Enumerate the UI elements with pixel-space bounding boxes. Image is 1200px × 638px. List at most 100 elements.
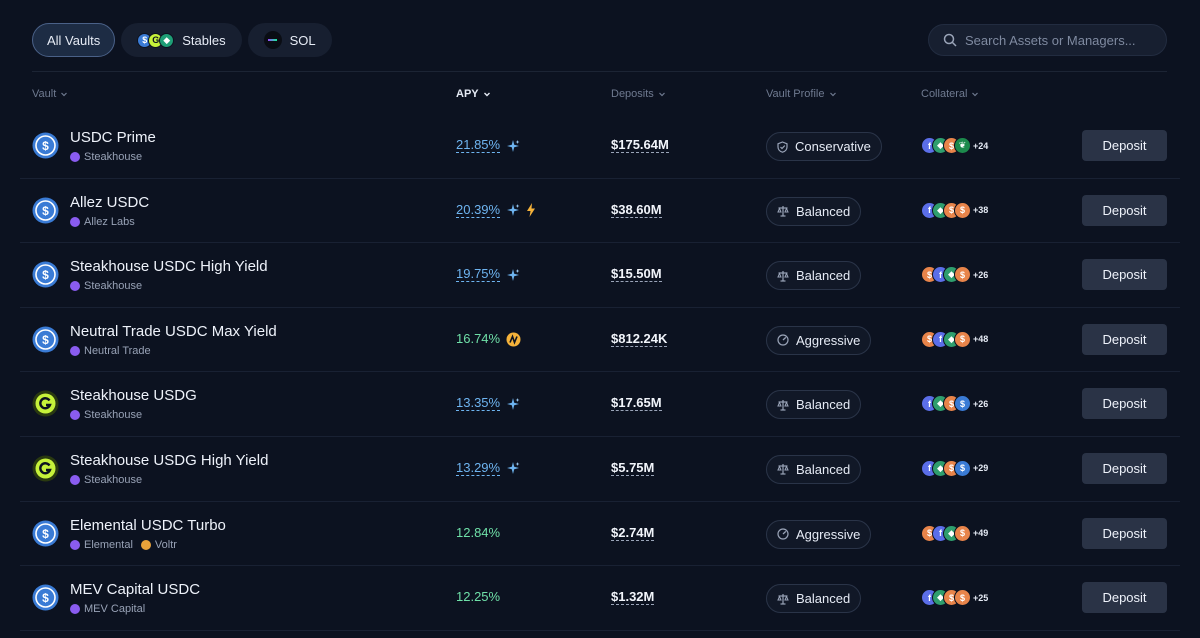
deposits-value[interactable]: $1.32M xyxy=(611,589,655,606)
filter-sol[interactable]: SOL xyxy=(247,23,332,57)
collateral-token-icon: $ xyxy=(954,459,971,477)
collateral-more-count: +49 xyxy=(973,528,989,539)
filter-stables-label: Stables xyxy=(182,32,226,48)
collateral-stack[interactable]: $ f ◆ $ +48 xyxy=(921,330,988,348)
chevron-down-icon xyxy=(972,92,979,97)
vault-manager: Neutral Trade xyxy=(70,345,151,357)
vault-profile-label: Aggressive xyxy=(796,332,861,348)
collateral-more-count: +24 xyxy=(973,140,989,151)
column-header-profile[interactable]: Vault Profile xyxy=(766,88,837,100)
collateral-stack[interactable]: f ◆ $ $ +29 xyxy=(921,459,988,477)
vault-manager: Allez Labs xyxy=(70,216,135,228)
filter-all-vaults[interactable]: All Vaults xyxy=(32,23,116,57)
table-row[interactable]: $ Steakhouse USDC High Yield Steakhouse 19.… xyxy=(20,243,1180,308)
svg-text:$: $ xyxy=(42,204,49,218)
apy-cell[interactable]: 20.39% xyxy=(456,202,536,218)
column-header-vault[interactable]: Vault xyxy=(32,88,68,100)
apy-cell[interactable]: 19.75% xyxy=(456,267,520,283)
table-row[interactable]: $ MEV Capital USDC MEV Capital 12.25% $1.32M… xyxy=(20,566,1180,631)
deposits-value[interactable]: $2.74M xyxy=(611,524,655,541)
column-header-apy[interactable]: APY xyxy=(456,88,491,100)
filter-stables[interactable]: $ G ◆ Stables xyxy=(121,23,242,57)
deposit-button[interactable]: Deposit xyxy=(1082,130,1167,161)
sparkle-icon xyxy=(506,461,520,475)
scale-icon xyxy=(777,593,789,605)
deposits-value[interactable]: $812.24K xyxy=(611,330,668,347)
vault-name[interactable]: Steakhouse USDC High Yield xyxy=(70,258,268,276)
apy-cell[interactable]: 21.85% xyxy=(456,138,520,153)
deposit-button[interactable]: Deposit xyxy=(1082,388,1167,420)
table-row[interactable]: $ Elemental USDC Turbo Elemental Voltr 12.84… xyxy=(20,502,1180,567)
usdc-icon: $ xyxy=(32,584,59,611)
vault-name[interactable]: Elemental USDC Turbo xyxy=(70,516,226,534)
search-input[interactable] xyxy=(965,32,1155,48)
deposit-button[interactable]: Deposit xyxy=(1082,517,1167,549)
column-header-collateral[interactable]: Collateral xyxy=(921,88,979,100)
sparkle-icon xyxy=(506,203,520,217)
filter-all-vaults-label: All Vaults xyxy=(47,32,101,48)
vault-profile-badge: Aggressive xyxy=(766,325,872,355)
apy-value: 16.74% xyxy=(456,331,501,347)
deposits-value[interactable]: $38.60M xyxy=(611,201,662,218)
vault-name[interactable]: Allez USDC xyxy=(70,193,150,211)
vault-profile-badge: Conservative xyxy=(766,132,882,161)
vault-profile-badge: Balanced xyxy=(766,454,862,484)
vault-name[interactable]: Neutral Trade USDC Max Yield xyxy=(70,322,277,340)
usdc-icon: $ xyxy=(32,197,59,224)
search-icon xyxy=(943,33,957,47)
apy-cell[interactable]: 12.84% xyxy=(456,525,500,540)
table-row[interactable]: $ Neutral Trade USDC Max Yield Neutral Tra… xyxy=(20,308,1180,373)
table-row[interactable]: $ USDC Prime Steakhouse 21.85% $175.64M Conse… xyxy=(20,114,1180,179)
deposits-value[interactable]: $175.64M xyxy=(611,137,669,153)
vault-manager: Steakhouse xyxy=(70,151,142,163)
usdc-icon: $ xyxy=(32,261,59,288)
vault-name[interactable]: Steakhouse USDG High Yield xyxy=(70,451,269,469)
manager-logo-icon xyxy=(70,281,80,292)
deposit-button[interactable]: Deposit xyxy=(1082,582,1167,614)
table-row[interactable]: Steakhouse USDG Steakhouse 13.35% $17.65M Ba… xyxy=(20,372,1180,437)
apy-cell[interactable]: 12.25% xyxy=(456,590,500,604)
svg-text:$: $ xyxy=(42,527,49,541)
vault-table-body: $ USDC Prime Steakhouse 21.85% $175.64M Conse… xyxy=(20,114,1180,631)
search-box[interactable] xyxy=(928,24,1167,56)
apy-value: 13.35% xyxy=(456,395,501,412)
column-header-deposits[interactable]: Deposits xyxy=(611,88,666,100)
collateral-more-count: +25 xyxy=(973,592,989,603)
collateral-token-icon: $ xyxy=(954,589,971,607)
deposits-value[interactable]: $17.65M xyxy=(611,395,662,412)
deposit-button[interactable]: Deposit xyxy=(1082,259,1167,291)
collateral-more-count: +26 xyxy=(973,269,989,280)
vault-name[interactable]: MEV Capital USDC xyxy=(70,581,201,599)
collateral-stack[interactable]: f ◆ $ ❦ +24 xyxy=(921,137,988,154)
deposits-value[interactable]: $5.75M xyxy=(611,459,655,476)
manager-name: Steakhouse xyxy=(84,151,143,163)
collateral-stack[interactable]: $ f ◆ $ +26 xyxy=(921,266,989,284)
vault-profile-badge: Balanced xyxy=(766,390,862,420)
deposit-button[interactable]: Deposit xyxy=(1082,194,1167,226)
collateral-stack[interactable]: f ◆ $ $ +26 xyxy=(921,395,988,413)
usdc-icon: $ xyxy=(32,520,59,547)
table-row[interactable]: $ Allez USDC Allez Labs 20.39% $38.60M Balanc… xyxy=(20,179,1180,244)
collateral-stack[interactable]: $ f ◆ $ +49 xyxy=(921,524,989,542)
deposit-button[interactable]: Deposit xyxy=(1082,452,1167,484)
table-row[interactable]: Steakhouse USDG High Yield Steakhouse 13.2… xyxy=(20,437,1180,502)
usdc-icon: $ xyxy=(32,132,59,159)
chevron-down-icon xyxy=(483,92,490,97)
apy-cell[interactable]: 13.35% xyxy=(456,395,520,412)
vault-name[interactable]: USDC Prime xyxy=(70,129,156,146)
apy-cell[interactable]: 13.29% xyxy=(456,460,520,476)
deposits-value[interactable]: $15.50M xyxy=(611,266,662,283)
vault-manager: MEV Capital xyxy=(70,603,145,615)
collateral-stack[interactable]: f ◆ $ $ +25 xyxy=(921,589,989,607)
collateral-stack[interactable]: f ◆ $ $ +38 xyxy=(921,201,988,219)
sparkle-icon xyxy=(506,268,520,282)
column-header-apy-label: APY xyxy=(456,88,479,100)
vault-name[interactable]: Steakhouse USDG xyxy=(70,387,197,405)
gauge-icon xyxy=(777,528,789,540)
vault-profile-label: Balanced xyxy=(796,397,851,413)
deposit-button[interactable]: Deposit xyxy=(1082,323,1167,355)
vault-profile-badge: Balanced xyxy=(766,196,862,226)
vault-manager: Steakhouse xyxy=(70,280,142,292)
collateral-token-icon: $ xyxy=(954,524,971,542)
apy-cell[interactable]: 16.74% xyxy=(456,332,521,347)
